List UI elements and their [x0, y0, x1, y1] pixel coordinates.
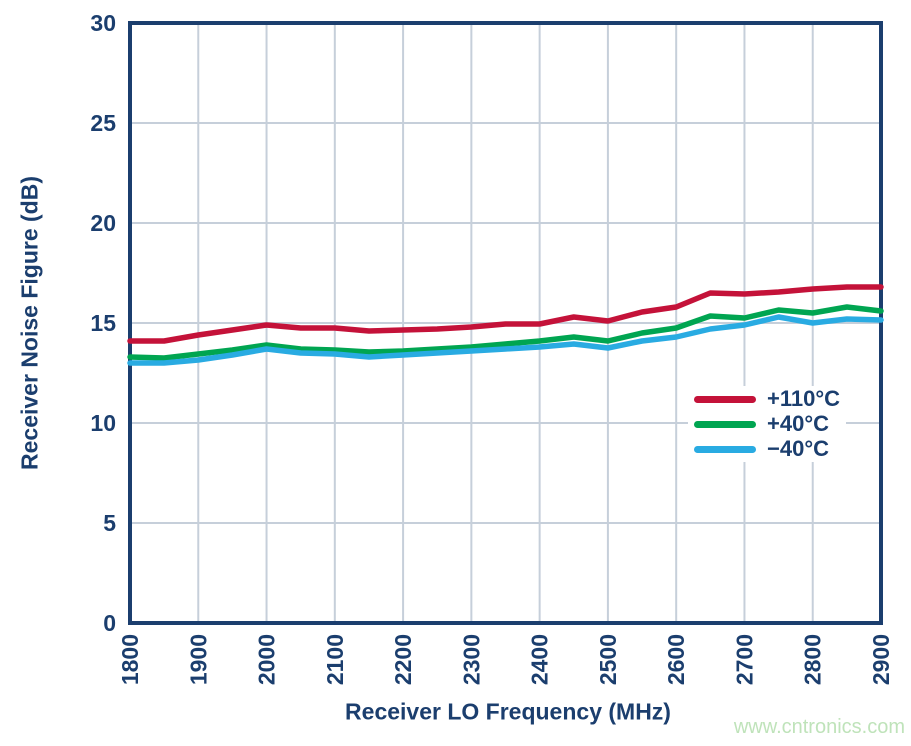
- series-line-1: [127, 304, 884, 361]
- x-tick-label: 2900: [868, 634, 894, 685]
- x-tick-label: 2800: [800, 634, 826, 685]
- legend-label-110c: +110°C: [767, 386, 841, 411]
- legend-swatch-minus40c: [694, 445, 756, 453]
- x-tick-label: 1800: [117, 634, 143, 685]
- y-axis-title: Receiver Noise Figure (dB): [16, 176, 43, 470]
- x-tick-label: 2000: [254, 634, 280, 685]
- legend-label-40c: +40°C: [767, 411, 830, 436]
- legend-label-minus40c: −40°C: [767, 436, 830, 461]
- legend: +110°C +40°C −40°C: [688, 386, 847, 462]
- x-tick-label: 2300: [458, 634, 484, 685]
- x-tick-label: 2100: [322, 634, 348, 685]
- y-tick-label: 10: [90, 410, 116, 436]
- series-line-0: [127, 284, 884, 344]
- watermark-text: www.cntronics.com: [733, 716, 905, 738]
- y-tick-label: 0: [103, 610, 116, 636]
- y-tick-label: 25: [90, 110, 116, 136]
- x-tick-label: 1900: [185, 634, 211, 685]
- y-tick-label: 15: [90, 310, 116, 336]
- x-tick-label: 2400: [527, 634, 553, 685]
- legend-swatch-40c: [694, 420, 756, 428]
- x-tick-label: 2200: [390, 634, 416, 685]
- x-axis-title: Receiver LO Frequency (MHz): [345, 698, 671, 725]
- x-tick-label: 2700: [731, 634, 757, 685]
- plot-border: [128, 21, 883, 625]
- legend-row-110c: +110°C: [694, 386, 841, 411]
- legend-row-40c: +40°C: [694, 411, 840, 436]
- y-tick-label: 30: [90, 10, 116, 36]
- legend-swatch-110c: [694, 395, 756, 403]
- y-tick-label: 5: [103, 510, 116, 536]
- x-tick-label: 2500: [595, 634, 621, 685]
- legend-row-minus40c: −40°C: [694, 436, 840, 461]
- y-tick-label: 20: [90, 210, 116, 236]
- x-tick-label: 2600: [663, 634, 689, 685]
- series-line-2: [127, 314, 884, 366]
